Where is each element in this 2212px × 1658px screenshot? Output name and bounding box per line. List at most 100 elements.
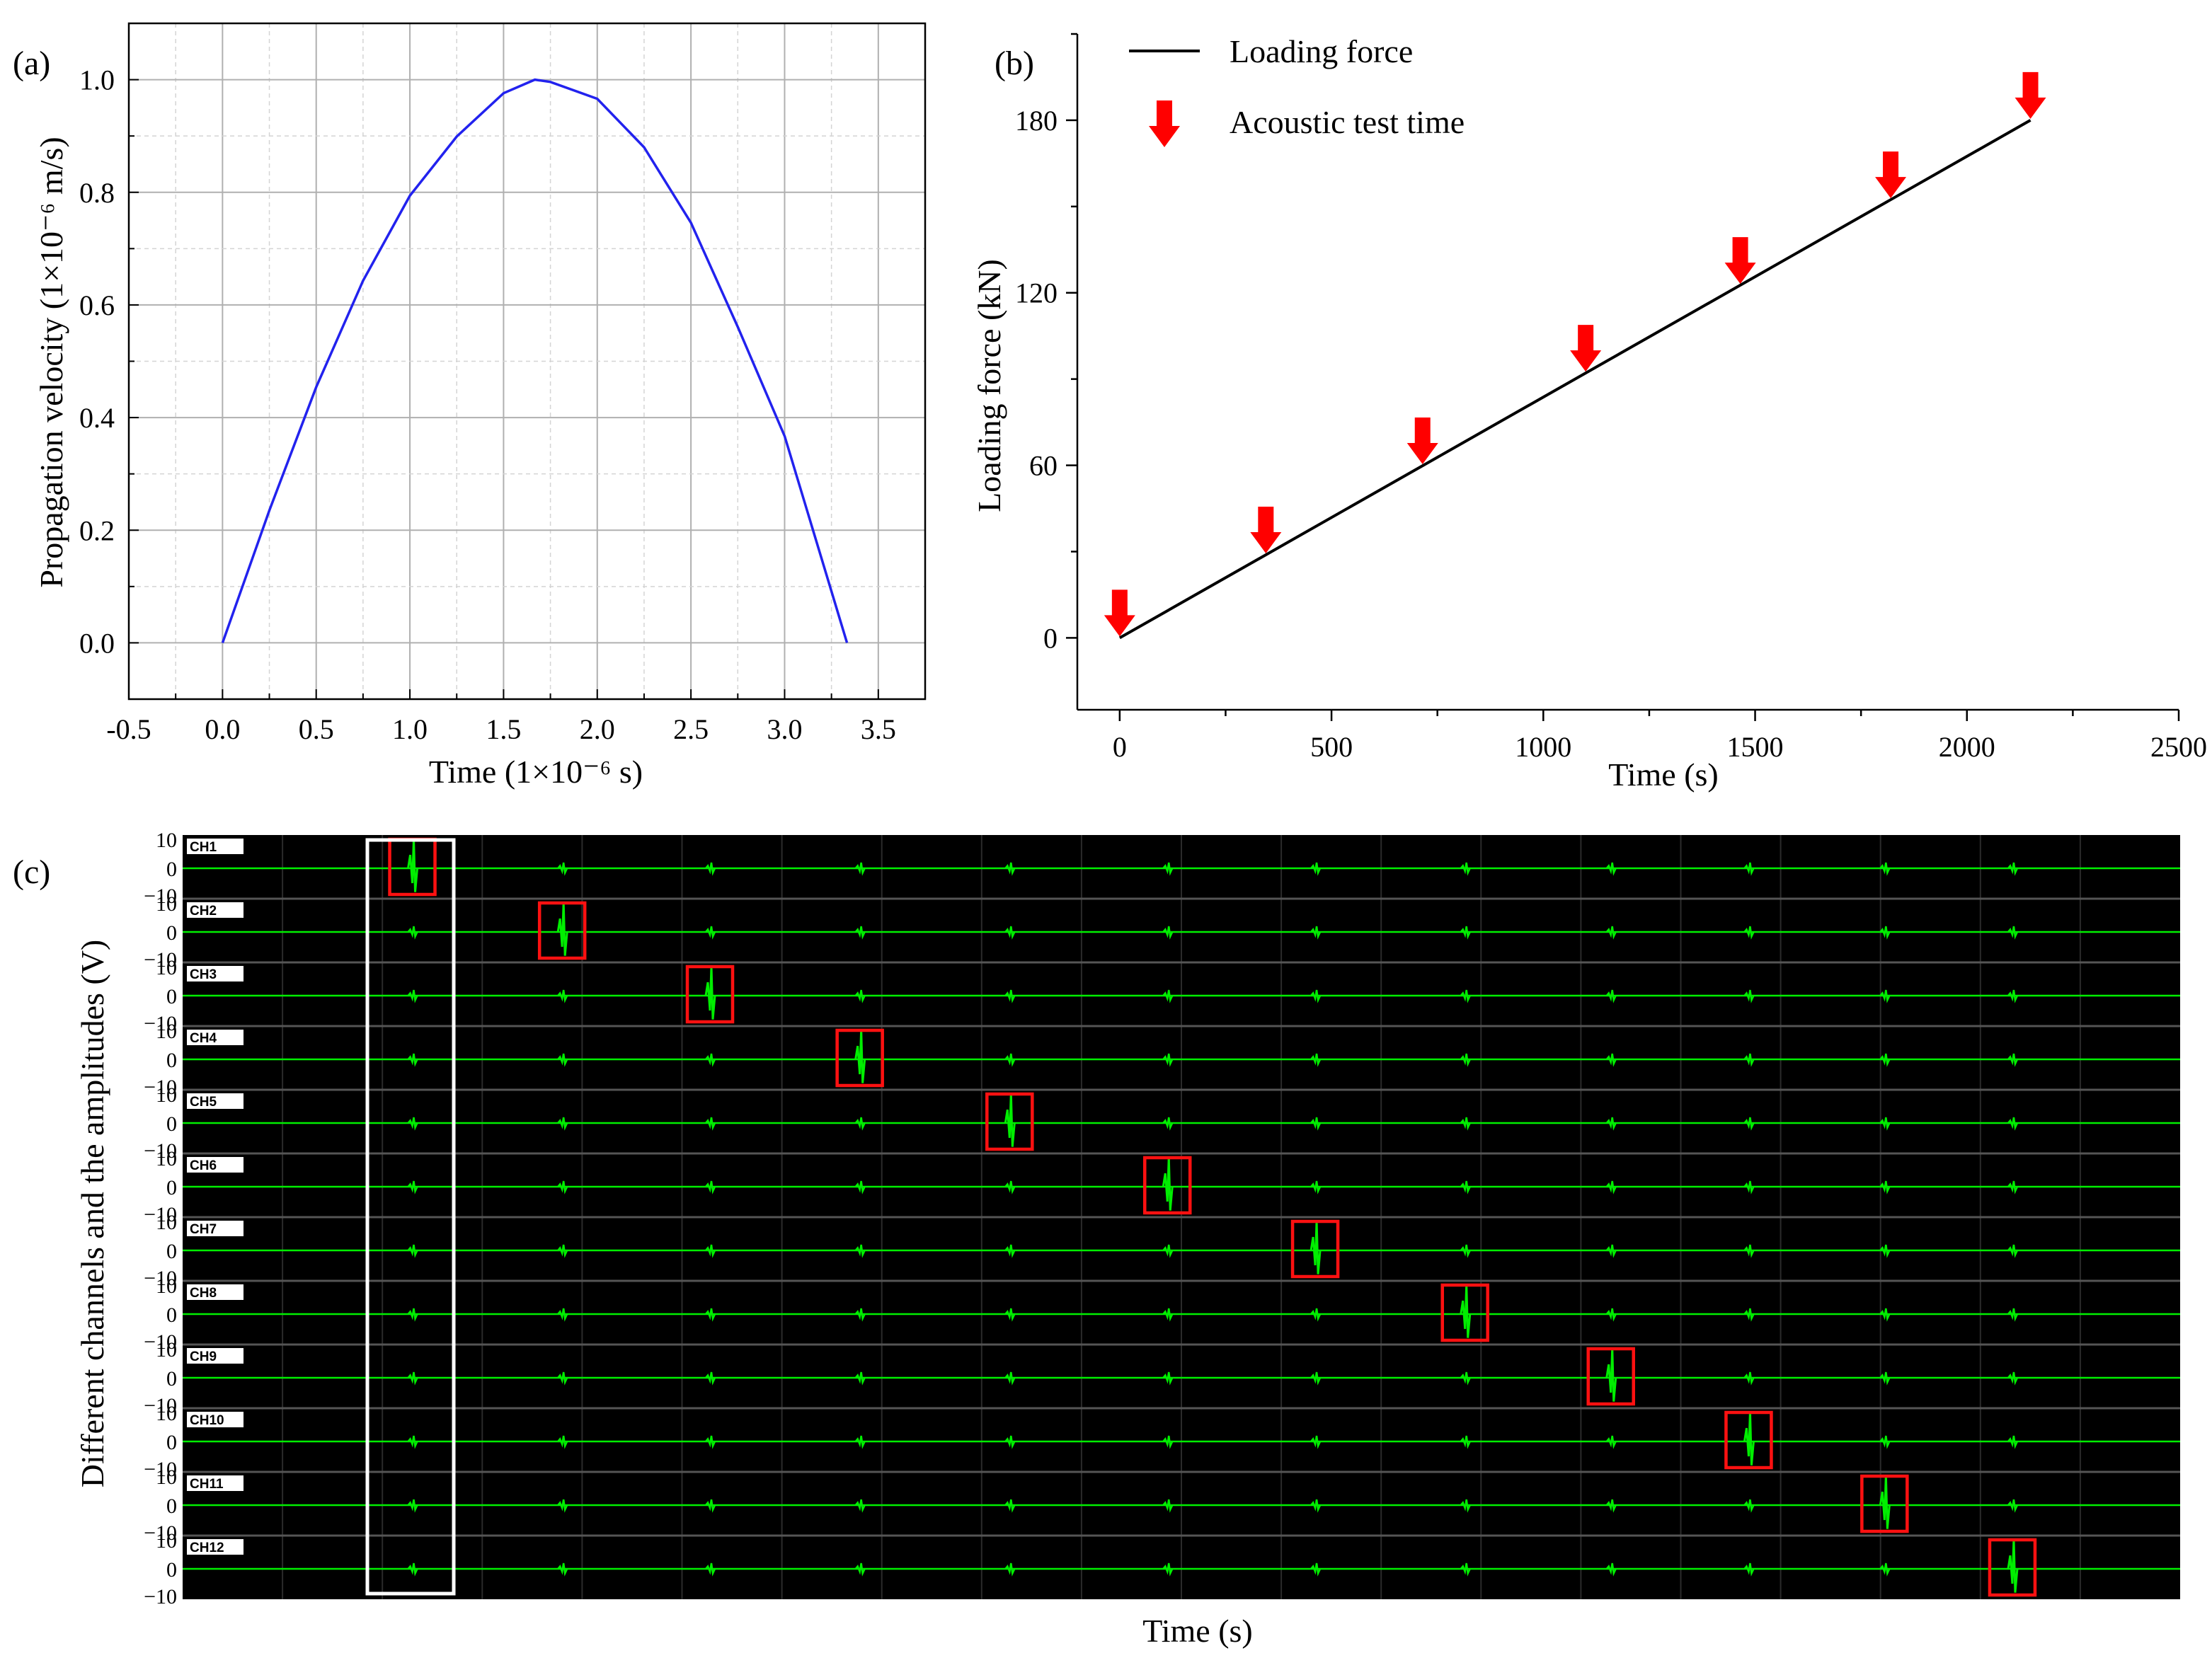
channel-ytick-zero: 0 xyxy=(166,1303,177,1327)
waveform-blip xyxy=(557,1562,568,1577)
waveform-blip xyxy=(407,1499,418,1513)
waveform-blip xyxy=(1879,989,1891,1003)
panel-b-x-tick-label: 0 xyxy=(1113,731,1127,763)
panel-a-chart: -0.5 0.0 0.5 1.0 1.5 2.0 2.5 3.0 3.5 0.0 0.2 0.4 0.6… xyxy=(33,22,927,790)
waveform-blip xyxy=(1879,1244,1891,1258)
waveform-blip xyxy=(1310,1499,1322,1513)
waveform-blip xyxy=(2007,989,2019,1003)
waveform-blip xyxy=(1162,1244,1174,1258)
waveform-blip xyxy=(1605,989,1617,1003)
channel-tag-box xyxy=(187,1284,243,1300)
waveform-blip xyxy=(705,862,716,876)
waveform-blip xyxy=(1004,1562,1016,1577)
panel-a-y-tick-label: 0.8 xyxy=(79,177,115,209)
waveform-blip xyxy=(557,1053,568,1067)
waveform-blip xyxy=(1605,1053,1617,1067)
panel-a-x-tick-label: 0.5 xyxy=(299,713,334,745)
waveform-blip xyxy=(407,1180,418,1194)
waveform-blip xyxy=(2007,1053,2019,1067)
highlight-box xyxy=(1988,1538,2037,1597)
waveform-blip xyxy=(1605,1117,1617,1131)
waveform-blip xyxy=(1743,862,1755,876)
waveform-blip xyxy=(705,1308,716,1322)
waveform-blip xyxy=(1879,1562,1891,1577)
waveform-blip xyxy=(2007,862,2019,876)
waveform-blip xyxy=(1743,1244,1755,1258)
channel-tag-box xyxy=(187,839,243,854)
channel-name-label: CH5 xyxy=(190,1095,217,1110)
highlight-box xyxy=(537,901,587,960)
channel-ytick-zero: 0 xyxy=(166,921,177,945)
waveform-blip xyxy=(1460,1180,1471,1194)
channel-ytick-bottom: −10 xyxy=(144,1585,177,1608)
highlight-box xyxy=(1142,1156,1192,1215)
legend-acoustic-arrow-icon xyxy=(1149,100,1180,147)
panel-b-y-tick-label: 60 xyxy=(1029,450,1058,482)
waveform-blip xyxy=(407,989,418,1003)
waveform-blip xyxy=(557,1244,568,1258)
waveform-blip xyxy=(2007,1117,2019,1131)
waveform-blip xyxy=(1460,1244,1471,1258)
channel-ytick-bottom: −10 xyxy=(144,1521,177,1545)
waveform-blip xyxy=(557,1117,568,1131)
waveform-blip xyxy=(407,1244,418,1258)
waveform-blip xyxy=(1879,862,1891,876)
panel-c-x-axis-label: Time (s) xyxy=(1142,1613,1253,1649)
highlighted-waveform xyxy=(704,965,716,1020)
panel-b-acoustic-markers xyxy=(1104,71,2046,637)
channel-ytick-top: 10 xyxy=(156,1147,177,1170)
highlight-box xyxy=(1724,1410,1773,1470)
waveform-blip xyxy=(854,1244,866,1258)
panel-a-x-axis-label: Time (1×10⁻⁶ s) xyxy=(429,754,643,790)
channel-ytick-bottom: −10 xyxy=(144,1330,177,1354)
highlight-box xyxy=(1290,1219,1340,1279)
channel-ytick-bottom: −10 xyxy=(144,1012,177,1035)
waveform-blip xyxy=(1310,1435,1322,1449)
channel-ytick-zero: 0 xyxy=(166,1558,177,1582)
panel-a-x-tick-label: 2.0 xyxy=(580,713,615,745)
panel-a-x-tick-label: 3.0 xyxy=(767,713,802,745)
waveform-blip xyxy=(1004,1435,1016,1449)
waveform-blip xyxy=(1004,1244,1016,1258)
channel-ytick-bottom: −10 xyxy=(144,885,177,908)
panel-b-y-axis-label: Loading force (kN) xyxy=(971,259,1007,512)
panel-a-x-tick-label: -0.5 xyxy=(106,713,151,745)
waveform-blip xyxy=(1162,1499,1174,1513)
waveform-blip xyxy=(1162,862,1174,876)
waveform-blip xyxy=(1879,1180,1891,1194)
waveform-blip xyxy=(407,1371,418,1386)
channel-ytick-top: 10 xyxy=(156,1466,177,1489)
channel-ytick-zero: 0 xyxy=(166,1112,177,1136)
waveform-blip xyxy=(1605,1562,1617,1577)
panel-a-y-tick-label: 0.0 xyxy=(79,627,115,659)
waveform-blip xyxy=(1310,1371,1322,1386)
waveform-blip xyxy=(1162,1435,1174,1449)
waveform-blip xyxy=(1879,1435,1891,1449)
panel-c-label: (c) xyxy=(13,853,50,891)
channel-ytick-top: 10 xyxy=(156,1338,177,1361)
waveform-blip xyxy=(1460,1562,1471,1577)
channel-name-label: CH9 xyxy=(190,1349,217,1364)
waveform-blip xyxy=(1605,1244,1617,1258)
panel-a-velocity-curve xyxy=(221,78,849,643)
waveform-blip xyxy=(407,1117,418,1131)
waveform-blip xyxy=(2007,1499,2019,1513)
waveform-blip xyxy=(1879,1117,1891,1131)
channel-tag-box xyxy=(187,902,243,918)
panel-a-x-tick-label: 0.0 xyxy=(205,713,240,745)
channel-ytick-zero: 0 xyxy=(166,1367,177,1391)
channel-ytick-zero: 0 xyxy=(166,1176,177,1199)
waveform-blip xyxy=(854,1371,866,1386)
waveform-blip xyxy=(1004,1308,1016,1322)
highlighted-waveform xyxy=(1879,1475,1891,1529)
waveform-blip xyxy=(1460,1371,1471,1386)
panel-a-y-axis-label: Propagation velocity (1×10⁻⁶ m/s) xyxy=(33,137,69,587)
waveform-blip xyxy=(854,1435,866,1449)
panel-b-x-tick-label: 2000 xyxy=(1939,731,1995,763)
waveform-blip xyxy=(1310,1117,1322,1131)
waveform-blip xyxy=(1460,926,1471,940)
highlighted-waveform xyxy=(1743,1411,1755,1466)
panel-b-x-axis-label: Time (s) xyxy=(1608,756,1719,793)
highlighted-waveform xyxy=(1310,1220,1322,1274)
